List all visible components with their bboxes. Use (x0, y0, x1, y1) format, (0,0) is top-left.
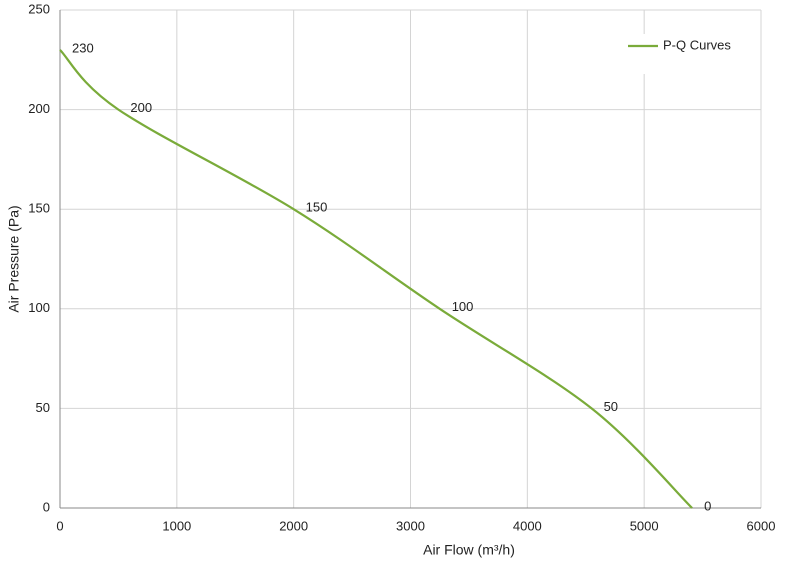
x-tick-label: 3000 (396, 518, 425, 533)
legend-box (622, 34, 752, 74)
y-tick-label: 100 (28, 300, 50, 315)
y-tick-label: 200 (28, 101, 50, 116)
legend-label: P-Q Curves (663, 37, 731, 52)
data-label: 230 (72, 40, 94, 55)
data-label: 150 (306, 200, 328, 215)
x-axis-label: Air Flow (m³/h) (423, 542, 515, 558)
data-label: 50 (604, 399, 618, 414)
y-tick-label: 250 (28, 1, 50, 16)
y-tick-label: 150 (28, 201, 50, 216)
y-tick-label: 50 (36, 400, 50, 415)
y-tick-label: 0 (43, 499, 50, 514)
x-tick-label: 4000 (513, 518, 542, 533)
x-tick-label: 5000 (630, 518, 659, 533)
x-tick-label: 2000 (279, 518, 308, 533)
data-label: 200 (130, 100, 152, 115)
data-label: 100 (452, 299, 474, 314)
x-tick-label: 0 (56, 518, 63, 533)
x-tick-label: 6000 (747, 518, 776, 533)
data-label: 0 (704, 498, 711, 513)
x-tick-label: 1000 (162, 518, 191, 533)
pq-curve (59, 49, 693, 509)
y-axis-label: Air Pressure (Pa) (6, 205, 22, 312)
